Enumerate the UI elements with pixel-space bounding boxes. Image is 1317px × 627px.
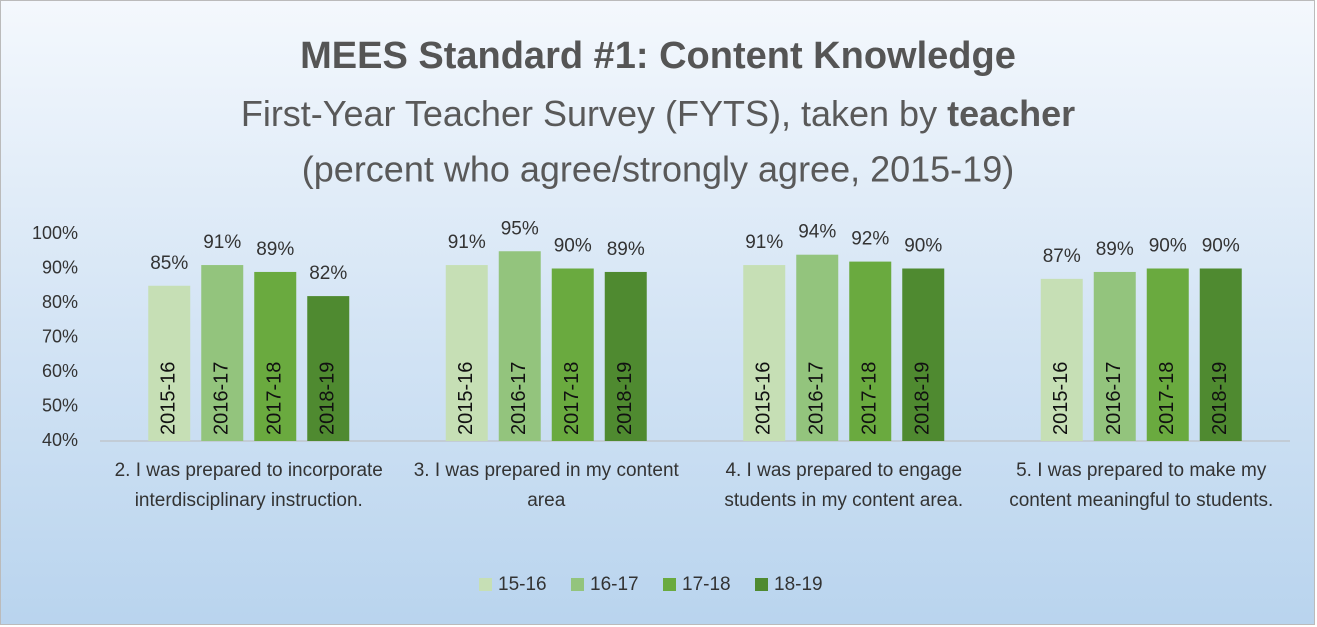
- bar-label: 2016-17: [1103, 362, 1125, 435]
- legend-swatch: [571, 578, 584, 591]
- bar: [849, 261, 892, 441]
- x-tick-label: 5. I was prepared to make my content mea…: [1009, 460, 1274, 511]
- y-tick-label: 90%: [42, 257, 78, 277]
- bar-label: 2018-19: [1209, 362, 1231, 435]
- value-label: 94%: [798, 222, 836, 243]
- legend-label: 16-17: [590, 574, 639, 595]
- bar-label: 2015-16: [158, 362, 180, 435]
- bar: [902, 268, 945, 441]
- bar: [148, 285, 191, 441]
- value-label: 91%: [203, 232, 241, 253]
- value-label: 85%: [150, 253, 188, 274]
- value-label: 91%: [448, 232, 486, 253]
- bar: [743, 265, 786, 441]
- bar-label: 2017-18: [859, 362, 881, 435]
- value-label: 90%: [1149, 236, 1187, 257]
- x-tick-label: 2. I was prepared to incorporate interdi…: [114, 460, 383, 511]
- bar-label: 2015-16: [1050, 362, 1072, 435]
- y-tick-label: 60%: [42, 361, 78, 381]
- bar-label: 2015-16: [753, 362, 775, 435]
- bar: [1146, 268, 1189, 441]
- subtitle-text: First-Year Teacher Survey (FYTS), taken …: [241, 93, 937, 134]
- legend-swatch: [663, 578, 676, 591]
- bar: [604, 271, 647, 441]
- y-tick-label: 40%: [42, 430, 78, 450]
- y-tick-label: 70%: [42, 326, 78, 346]
- y-tick-label: 100%: [32, 223, 78, 243]
- value-label: 90%: [554, 236, 592, 257]
- bar-label: 2016-17: [211, 362, 233, 435]
- bar-label: 2017-18: [264, 362, 286, 435]
- x-tick-label: 3. I was prepared in my content area: [413, 460, 679, 511]
- value-label: 87%: [1043, 246, 1081, 267]
- value-label: 91%: [745, 232, 783, 253]
- value-label: 90%: [1202, 236, 1240, 257]
- value-label: 82%: [309, 263, 347, 284]
- value-label: 89%: [607, 239, 645, 260]
- legend-swatch: [479, 578, 492, 591]
- bar: [551, 268, 594, 441]
- legend-label: 15-16: [498, 574, 547, 595]
- bar: [201, 265, 244, 441]
- bar-label: 2018-19: [614, 362, 636, 435]
- bar: [307, 296, 350, 441]
- value-label: 92%: [851, 229, 889, 250]
- value-label: 89%: [1096, 239, 1134, 260]
- bar: [1040, 278, 1083, 441]
- value-label: 95%: [501, 218, 539, 239]
- bar-label: 2018-19: [912, 362, 934, 435]
- legend-swatch: [755, 578, 768, 591]
- x-tick-label: 4. I was prepared to engage students in …: [724, 460, 964, 511]
- chart-title: MEES Standard #1: Content Knowledge: [300, 35, 1016, 77]
- y-tick-label: 80%: [42, 292, 78, 312]
- bar: [796, 254, 839, 441]
- subtitle-emphasis: teacher: [947, 93, 1075, 134]
- bar-label: 2015-16: [455, 362, 477, 435]
- bar: [445, 265, 488, 441]
- legend-label: 18-19: [774, 574, 823, 595]
- chart-subtitle-line: (percent who agree/strongly agree, 2015-…: [302, 149, 1014, 190]
- value-label: 90%: [904, 236, 942, 257]
- y-tick-label: 50%: [42, 395, 78, 415]
- value-label: 89%: [256, 239, 294, 260]
- legend-label: 17-18: [682, 574, 731, 595]
- bar: [1199, 268, 1242, 441]
- bar: [1093, 271, 1136, 441]
- bar-label: 2016-17: [806, 362, 828, 435]
- bar: [498, 251, 541, 441]
- bar-label: 2018-19: [317, 362, 339, 435]
- bar-label: 2017-18: [1156, 362, 1178, 435]
- bar-label: 2016-17: [508, 362, 530, 435]
- bar-label: 2017-18: [561, 362, 583, 435]
- bar: [254, 271, 297, 441]
- chart-subtitle: First-Year Teacher Survey (FYTS), taken …: [241, 93, 1075, 134]
